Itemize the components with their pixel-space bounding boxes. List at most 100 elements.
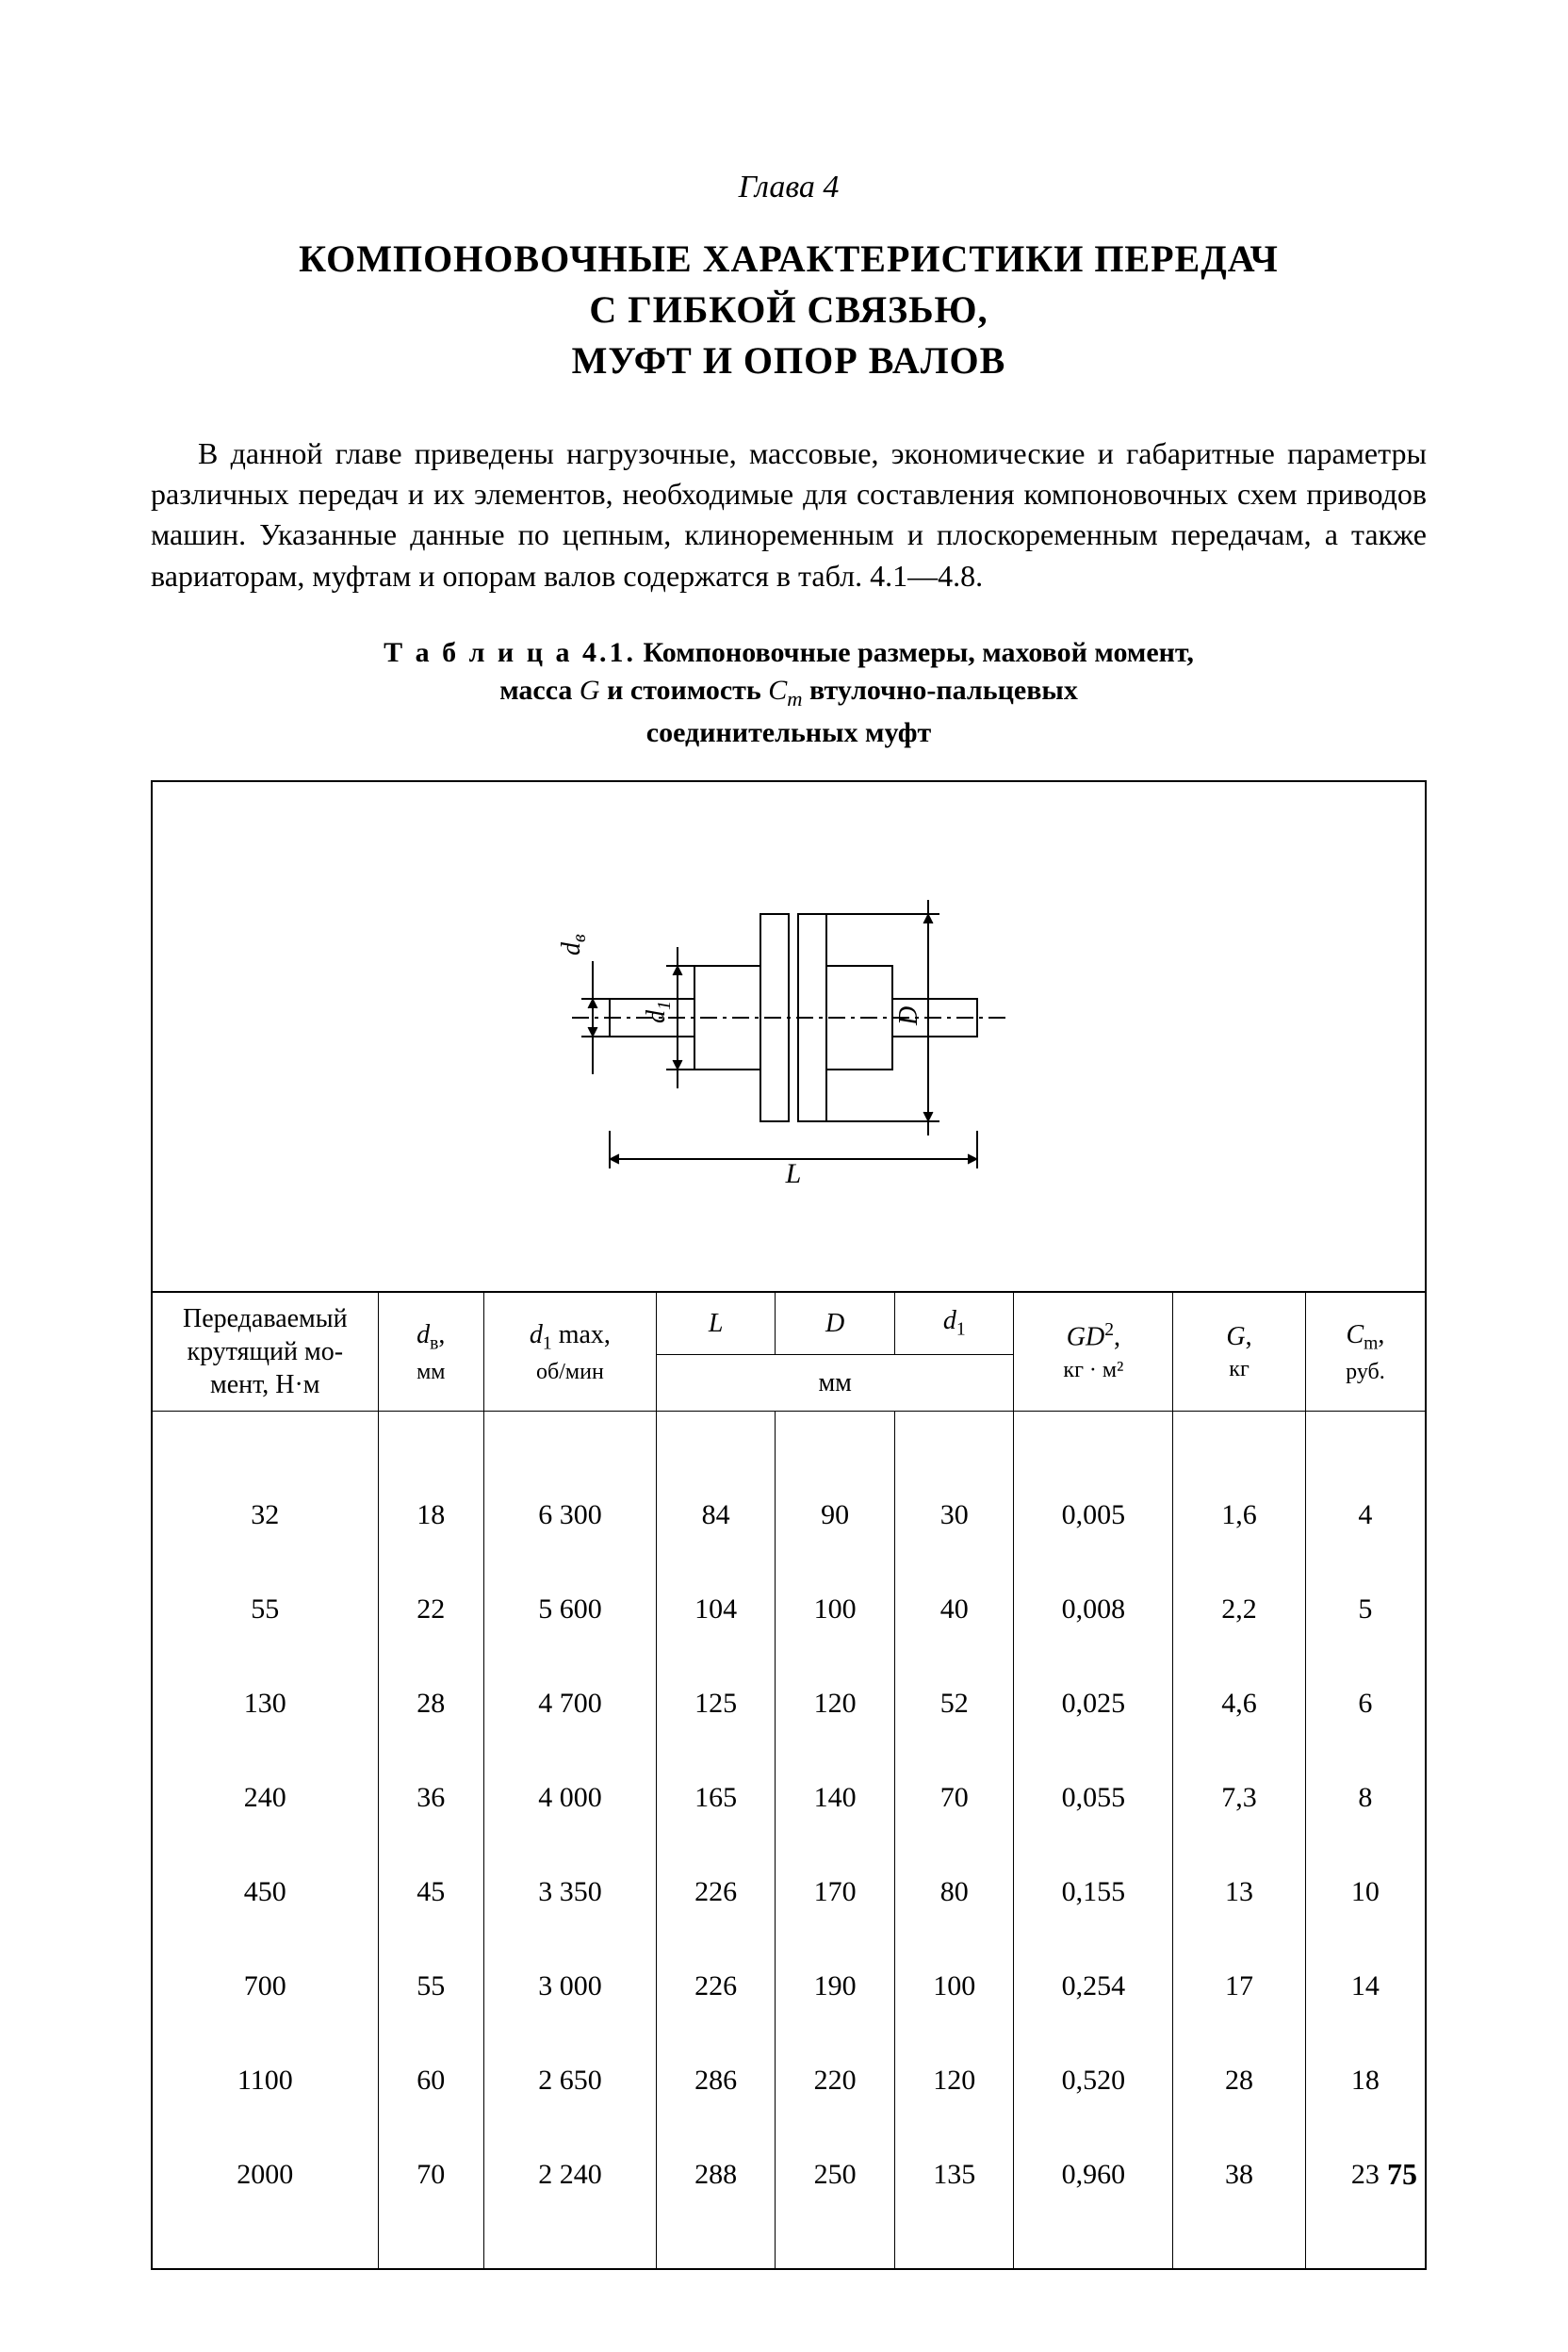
th-mm-unit: мм [818,1368,851,1397]
cell-G: 7,3 [1173,1751,1306,1845]
table-row: 450 45 3 350 226 170 80 0,155 13 10 [153,1845,1425,1939]
cell-gd2: 0,520 [1014,2034,1173,2128]
cell-L: 125 [656,1657,776,1751]
table-row: 55 22 5 600 104 100 40 0,008 2,2 5 [153,1562,1425,1657]
th-dv-sym: d [416,1320,430,1349]
cell-torque: 1100 [153,2034,378,2128]
cell-D: 140 [776,1751,895,1845]
cell-L: 226 [656,1939,776,2034]
cell-C: 6 [1305,1657,1425,1751]
chapter-title-line3: МУФТ И ОПОР ВАЛОВ [572,339,1006,382]
cell-d1: 70 [894,1751,1014,1845]
th-d1-sub: 1 [956,1320,966,1340]
cell-dv: 18 [378,1468,483,1562]
cell-dv: 28 [378,1657,483,1751]
table-row: 130 28 4 700 125 120 52 0,025 4,6 6 [153,1657,1425,1751]
table-caption-2a: масса [499,675,580,706]
table-row: 32 18 6 300 84 90 30 0,005 1,6 4 [153,1468,1425,1562]
cell-torque: 450 [153,1845,378,1939]
table-caption: Т а б л и ц а 4.1. Компоновочные размеры… [270,634,1307,752]
th-G-unit: кг [1177,1355,1301,1383]
th-G-sym: G [1226,1322,1245,1351]
th-torque: Передаваемый крутящий мо- мент, Н·м [153,1292,378,1412]
cell-G: 28 [1173,2034,1306,2128]
th-dmax-txt: max, [552,1320,611,1349]
table-body: 32 18 6 300 84 90 30 0,005 1,6 4 55 22 5… [153,1412,1425,2269]
cell-C: 8 [1305,1751,1425,1845]
th-C-sym: C [1346,1320,1364,1349]
th-torque-l2: крутящий мо- [187,1337,343,1366]
cell-dmax: 3 350 [484,1845,657,1939]
th-torque-l1: Передаваемый [183,1304,348,1333]
table-caption-2b: и стоимость [600,675,769,706]
table-caption-G: G [580,675,600,706]
cell-torque: 32 [153,1468,378,1562]
chapter-title: КОМПОНОВОЧНЫЕ ХАРАКТЕРИСТИКИ ПЕРЕДАЧ С Г… [151,234,1427,386]
cell-dmax: 4 700 [484,1657,657,1751]
th-C-unit: руб. [1310,1358,1421,1386]
cell-D: 120 [776,1657,895,1751]
th-d1-sym: d [943,1306,956,1335]
cell-d1: 30 [894,1468,1014,1562]
th-dv: dв, мм [378,1292,483,1412]
cell-D: 220 [776,2034,895,2128]
cell-C: 18 [1305,2034,1425,2128]
data-table: Передаваемый крутящий мо- мент, Н·м dв, … [153,1291,1425,2270]
table-caption-C: C [768,675,787,706]
table-frame: L dв d1 D Передава [151,780,1427,2270]
th-d1: d1 [894,1292,1014,1354]
cell-gd2: 0,008 [1014,1562,1173,1657]
chapter-title-line2: С ГИБКОЙ СВЯЗЬЮ, [589,288,988,331]
th-dv-sub: в [430,1333,438,1353]
coupling-diagram: L dв d1 D [153,782,1425,1291]
th-D-sym: D [825,1309,844,1338]
cell-d1: 40 [894,1562,1014,1657]
svg-text:d1: d1 [642,1001,675,1023]
cell-torque: 700 [153,1939,378,2034]
table-row: 2000 70 2 240 288 250 135 0,960 38 23 [153,2128,1425,2222]
table-header: Передаваемый крутящий мо- мент, Н·м dв, … [153,1292,1425,1412]
cell-G: 2,2 [1173,1562,1306,1657]
cell-L: 104 [656,1562,776,1657]
th-gd2-sym: GD [1067,1323,1104,1352]
cell-torque: 130 [153,1657,378,1751]
svg-text:dв: dв [557,934,590,956]
th-dmax-sub: 1 [543,1333,552,1353]
table-row: 700 55 3 000 226 190 100 0,254 17 14 [153,1939,1425,2034]
th-L: L [656,1292,776,1354]
table-row-spacer [153,2222,1425,2269]
cell-d1: 120 [894,2034,1014,2128]
cell-gd2: 0,155 [1014,1845,1173,1939]
cell-dv: 55 [378,1939,483,2034]
cell-d1: 135 [894,2128,1014,2222]
th-gd2-sup: 2 [1104,1320,1114,1340]
cell-dv: 22 [378,1562,483,1657]
cell-d1: 80 [894,1845,1014,1939]
cell-D: 190 [776,1939,895,2034]
cell-C: 14 [1305,1939,1425,2034]
diagram-label-d1: d [642,1009,671,1023]
cell-gd2: 0,960 [1014,2128,1173,2222]
cell-G: 4,6 [1173,1657,1306,1751]
cell-G: 38 [1173,2128,1306,2222]
cell-C: 10 [1305,1845,1425,1939]
cell-torque: 55 [153,1562,378,1657]
cell-C: 4 [1305,1468,1425,1562]
intro-paragraph: В данной главе приведены нагрузочные, ма… [151,433,1427,596]
cell-G: 1,6 [1173,1468,1306,1562]
th-dmax-sym: d [530,1320,543,1349]
th-D: D [776,1292,895,1354]
cell-dv: 70 [378,2128,483,2222]
chapter-label: Глава 4 [151,170,1427,205]
cell-L: 165 [656,1751,776,1845]
table-caption-3: соединительных муфт [646,717,931,748]
cell-gd2: 0,005 [1014,1468,1173,1562]
table-row: 240 36 4 000 165 140 70 0,055 7,3 8 [153,1751,1425,1845]
table-caption-2c: втулочно-пальцевых [803,675,1078,706]
table-caption-rest1: Компоновочные размеры, маховой момент, [636,637,1194,668]
cell-dv: 36 [378,1751,483,1845]
cell-d1: 52 [894,1657,1014,1751]
th-gd2-unit: кг · м² [1018,1356,1168,1384]
table-row-spacer [153,1412,1425,1468]
cell-D: 170 [776,1845,895,1939]
